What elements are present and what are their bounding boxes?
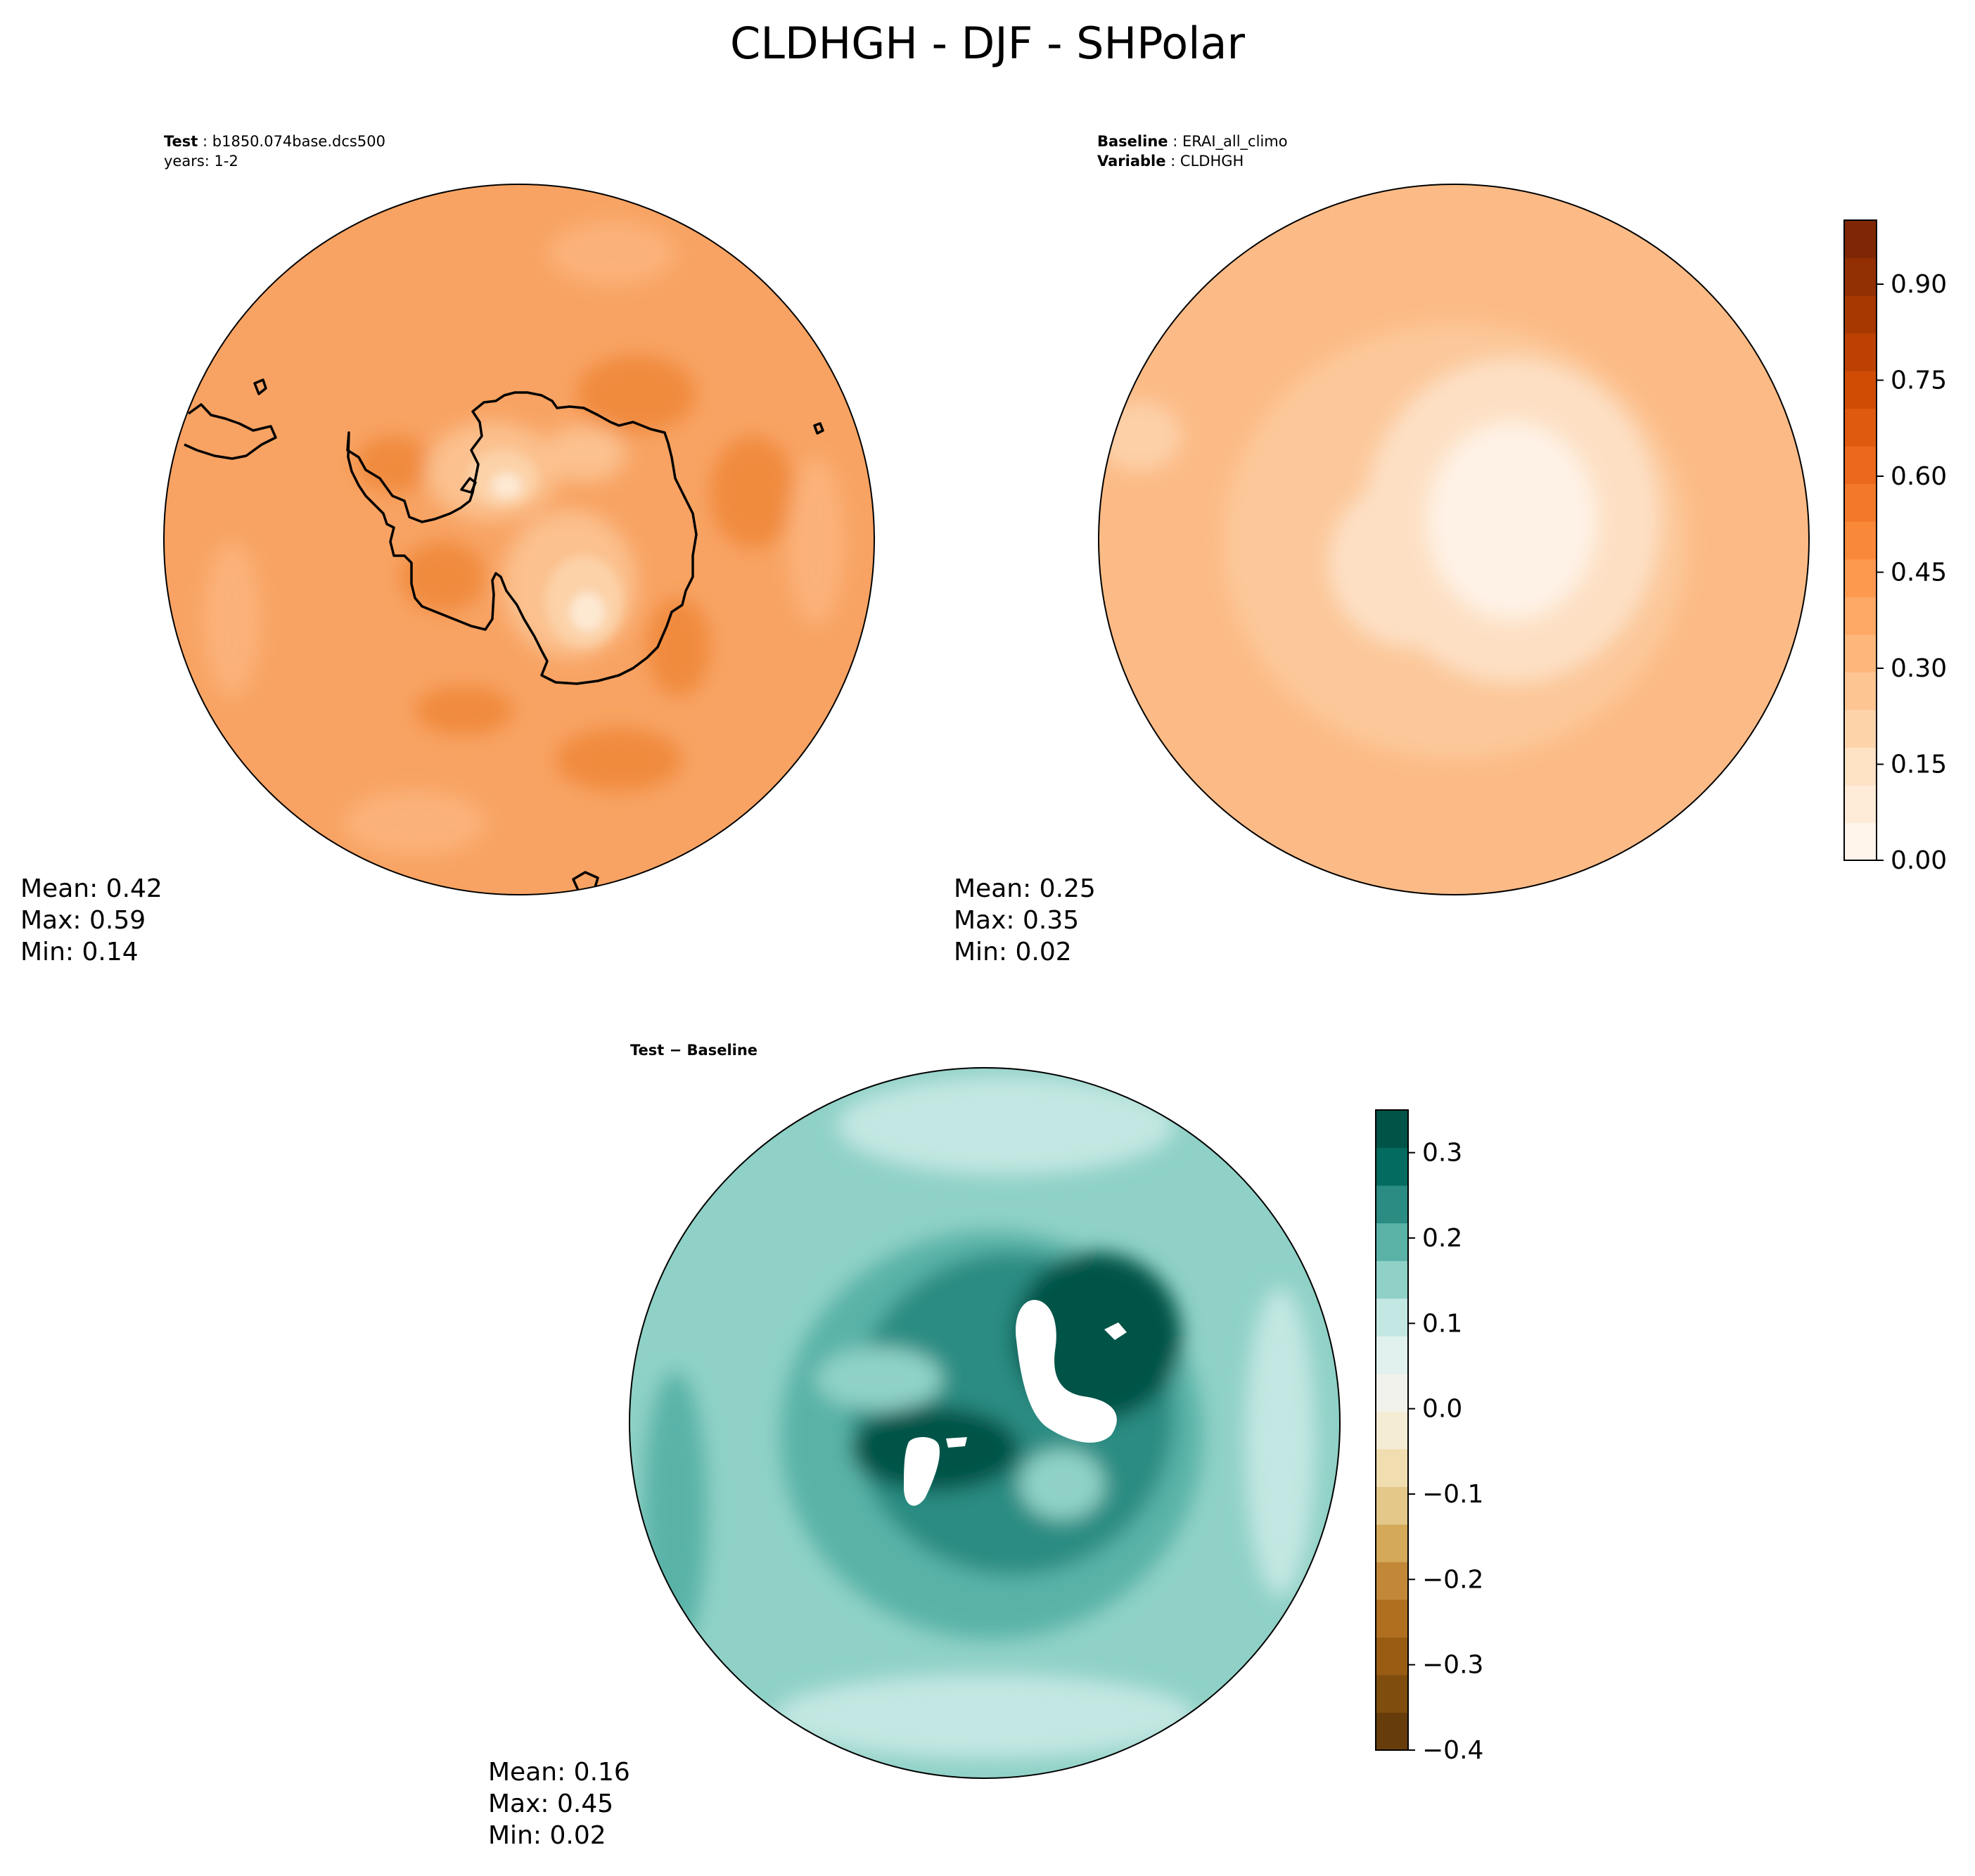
colorbar-segment	[1376, 1110, 1408, 1149]
colorbar-orange: 0.00 0.15 0.30 0.45 0.60 0.75 0.90	[1843, 219, 1947, 875]
colorbar-segment	[1844, 446, 1877, 485]
baseline-label: Baseline	[1097, 133, 1168, 150]
colorbar-segment	[1376, 1674, 1408, 1714]
colorbar-tick-label: 0.0	[1422, 1395, 1462, 1424]
colorbar-segment	[1376, 1373, 1408, 1412]
colorbar-segment	[1376, 1298, 1408, 1336]
test-label: Test	[164, 133, 198, 150]
colorbar-diverging: 0.3 0.2 0.1 0.0 −0.1 −0.2 −0.3 −0.4	[1375, 1109, 1483, 1765]
colorbar-segment	[1376, 1223, 1408, 1261]
difference-min: Min: 0.02	[488, 1821, 606, 1850]
colorbar-segment	[1376, 1448, 1408, 1487]
colorbar-tick-label: 0.45	[1891, 559, 1947, 587]
colorbar-frame	[1843, 219, 1877, 861]
difference-map	[629, 1068, 1340, 1778]
test-coastlines	[184, 378, 824, 895]
colorbar-segment	[1844, 521, 1877, 560]
colorbar-segment	[1844, 709, 1877, 748]
colorbar-segment	[1844, 559, 1877, 597]
colorbar-segment	[1844, 634, 1877, 672]
colorbar-tick-label: 0.30	[1891, 654, 1947, 683]
colorbar-tick-label: −0.3	[1422, 1651, 1483, 1680]
colorbar-segment	[1844, 483, 1877, 522]
difference-panel: Test − Baseline	[488, 1042, 1483, 1850]
colorbar-segment	[1844, 596, 1877, 635]
colorbar-segment	[1844, 333, 1877, 371]
test-case-name: b1850.074base.dcs500	[212, 133, 385, 150]
test-panel: Test : b1850.074base.dcs500 years: 1-2	[20, 133, 875, 966]
colorbar-segment	[1844, 257, 1877, 296]
colorbar-tick-label: 0.2	[1422, 1224, 1462, 1253]
baseline-max: Max: 0.35	[954, 906, 1079, 935]
baseline-map	[1099, 184, 1809, 895]
test-header: Test : b1850.074base.dcs500	[164, 133, 385, 150]
colorbar-segment	[1844, 408, 1877, 447]
colorbar-tick-label: 0.90	[1891, 270, 1947, 299]
colorbar-tick-label: −0.1	[1422, 1480, 1483, 1509]
test-map-boundary	[163, 184, 875, 895]
colorbar-segment	[1376, 1486, 1408, 1525]
colorbar-tick-label: 0.15	[1891, 751, 1947, 779]
colorbar-segment	[1844, 220, 1877, 259]
colorbar-frame	[1375, 1109, 1409, 1751]
colorbar-segment	[1376, 1147, 1408, 1186]
colorbar-tick-label: 0.75	[1891, 366, 1947, 395]
colorbar-segment	[1844, 371, 1877, 409]
figure-title: CLDHGH - DJF - SHPolar	[730, 18, 1245, 69]
colorbar-tick-label: 0.60	[1891, 462, 1947, 491]
colorbar-tick-label: 0.00	[1891, 846, 1947, 875]
baseline-map-boundary	[1098, 184, 1810, 895]
baseline-min: Min: 0.02	[954, 938, 1072, 966]
colorbar-tick-label: 0.1	[1422, 1309, 1462, 1338]
colorbar-segment	[1376, 1637, 1408, 1676]
baseline-variable: Variable : CLDHGH	[1097, 153, 1244, 170]
colorbar-segment	[1844, 784, 1877, 824]
baseline-header: Baseline : ERAI_all_climo	[1097, 133, 1288, 151]
colorbar-segment	[1376, 1599, 1408, 1638]
colorbar-segment	[1376, 1712, 1408, 1751]
baseline-case-name: ERAI_all_climo	[1182, 133, 1288, 151]
colorbar-segment	[1376, 1336, 1408, 1374]
test-max: Max: 0.59	[20, 906, 146, 935]
test-map	[164, 184, 874, 895]
colorbar-segment	[1376, 1261, 1408, 1299]
colorbar-tick-label: −0.4	[1422, 1736, 1483, 1765]
test-mean: Mean: 0.42	[20, 874, 162, 903]
baseline-panel: Baseline : ERAI_all_climo Variable : CLD…	[954, 133, 1947, 966]
colorbar-segment	[1376, 1524, 1408, 1562]
colorbar-tick-label: −0.2	[1422, 1565, 1483, 1594]
colorbar-tick-label: 0.3	[1422, 1139, 1462, 1168]
colorbar-segment	[1844, 822, 1877, 861]
difference-map-boundary	[629, 1067, 1341, 1779]
baseline-mean: Mean: 0.25	[954, 874, 1096, 903]
difference-header: Test − Baseline	[630, 1042, 758, 1059]
colorbar-segment	[1844, 295, 1877, 334]
difference-white-regions	[904, 1300, 1127, 1506]
colorbar-segment	[1376, 1562, 1408, 1600]
test-min: Min: 0.14	[20, 938, 139, 966]
colorbar-segment	[1376, 1185, 1408, 1224]
colorbar-segment	[1844, 672, 1877, 710]
colorbar-segment	[1376, 1411, 1408, 1450]
difference-mean: Mean: 0.16	[488, 1758, 630, 1787]
test-years: years: 1-2	[164, 153, 238, 170]
difference-max: Max: 0.45	[488, 1789, 613, 1818]
colorbar-segment	[1844, 747, 1877, 786]
